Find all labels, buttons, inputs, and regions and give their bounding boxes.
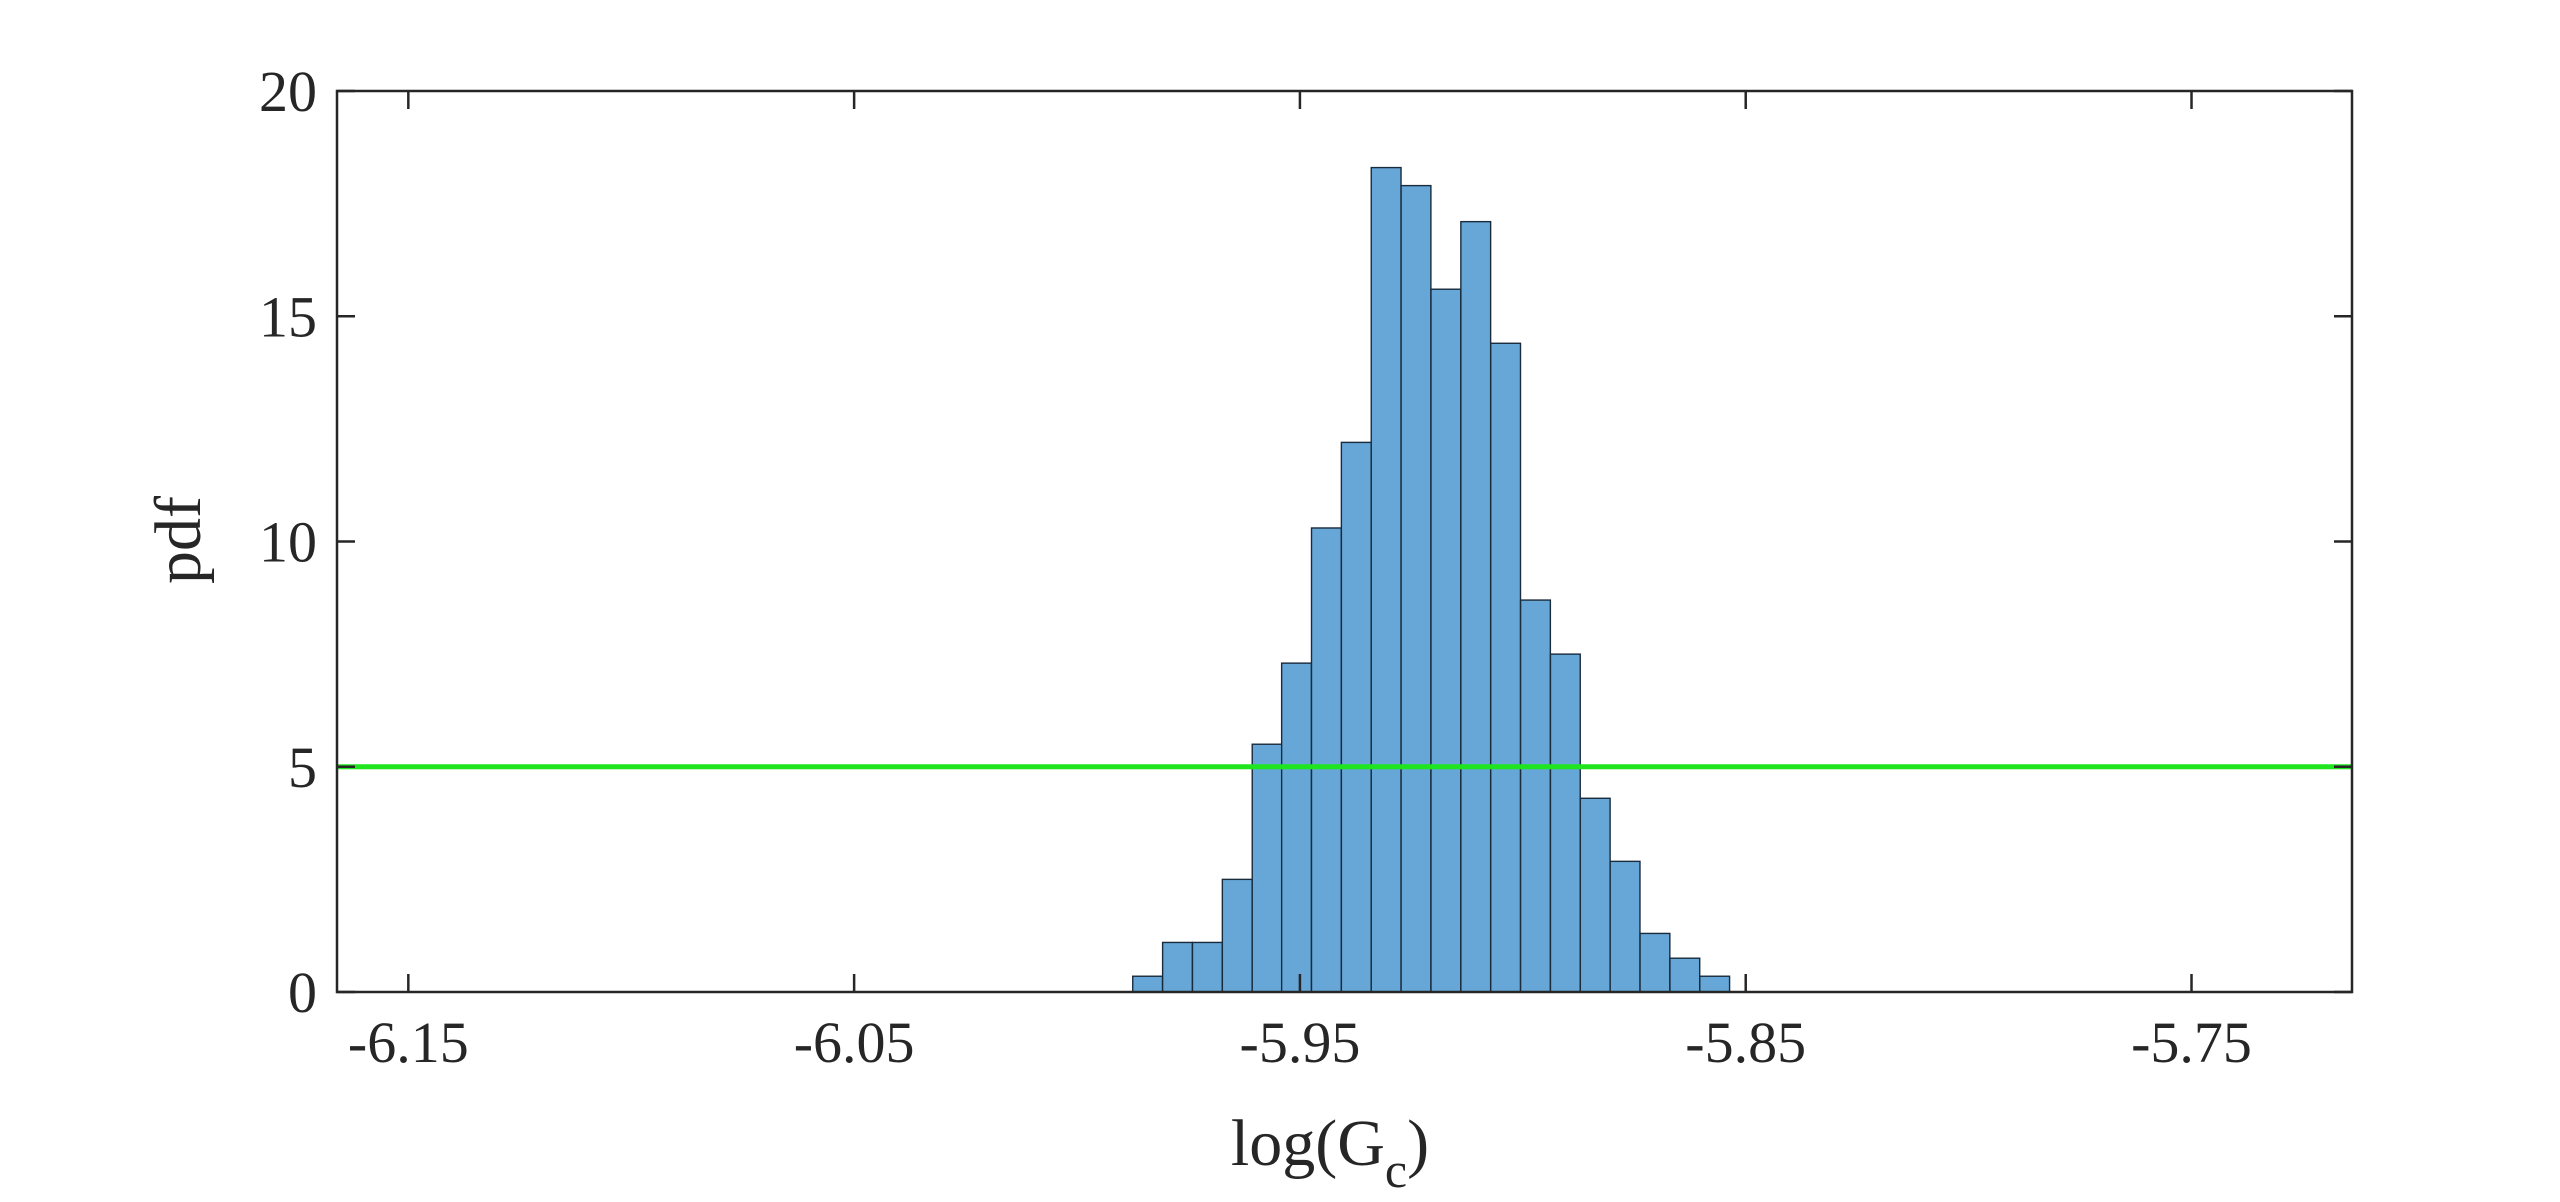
histogram-bar-10: [1400, 184, 1432, 993]
y-tick-label-4: 15: [259, 284, 317, 349]
histogram-bar-3: [1191, 941, 1223, 993]
histogram-bar-12: [1460, 220, 1492, 993]
histogram-bar-11: [1430, 288, 1462, 993]
histogram-bar-13: [1490, 342, 1522, 993]
x-tick-label-2: -6.05: [794, 1010, 915, 1075]
y-tick-label-5: 20: [259, 59, 317, 124]
histogram-bar-17: [1609, 860, 1641, 993]
histogram-bar-19: [1669, 957, 1701, 993]
y-axis-label: pdf: [142, 496, 215, 584]
x-tick-label-5: -5.75: [2131, 1010, 2252, 1075]
y-tick-label-1: 0: [288, 960, 317, 1025]
histogram-bar-2: [1161, 941, 1194, 993]
histogram-bar-9: [1370, 166, 1402, 993]
histogram-bar-6: [1280, 662, 1313, 993]
x-axis-label-subscript: c: [1385, 1142, 1407, 1198]
histogram-bar-4: [1221, 878, 1253, 993]
histogram-bar-20: [1699, 975, 1731, 993]
x-tick-label-3: -5.95: [1240, 1010, 1361, 1075]
histogram-bars: [1132, 166, 1731, 993]
x-axis-label-base: log(G: [1231, 1107, 1385, 1180]
plot-frame: [335, 89, 2354, 994]
histogram-bar-15: [1549, 653, 1581, 993]
x-tick-label-1: -6.15: [348, 1010, 469, 1075]
histogram-bar-8: [1340, 441, 1372, 993]
y-tick-label-3: 10: [259, 510, 317, 575]
histogram-bar-14: [1519, 599, 1552, 993]
x-axis-label-suffix: ): [1407, 1107, 1429, 1180]
x-tick-labels: -6.15 -6.05 -5.95 -5.85 -5.75: [348, 1010, 2252, 1075]
histogram-bar-18: [1639, 932, 1671, 993]
histogram-bar-1: [1132, 975, 1164, 993]
x-tick-label-4: -5.85: [1685, 1010, 1806, 1075]
histogram-bar-16: [1579, 797, 1611, 993]
y-tick-label-2: 5: [288, 735, 317, 800]
histogram-bar-7: [1310, 527, 1342, 993]
y-tick-labels: 0 5 10 15 20: [259, 59, 317, 1025]
x-axis-label: log(Gc): [1231, 1107, 1429, 1198]
histogram-bar-5: [1251, 743, 1283, 993]
